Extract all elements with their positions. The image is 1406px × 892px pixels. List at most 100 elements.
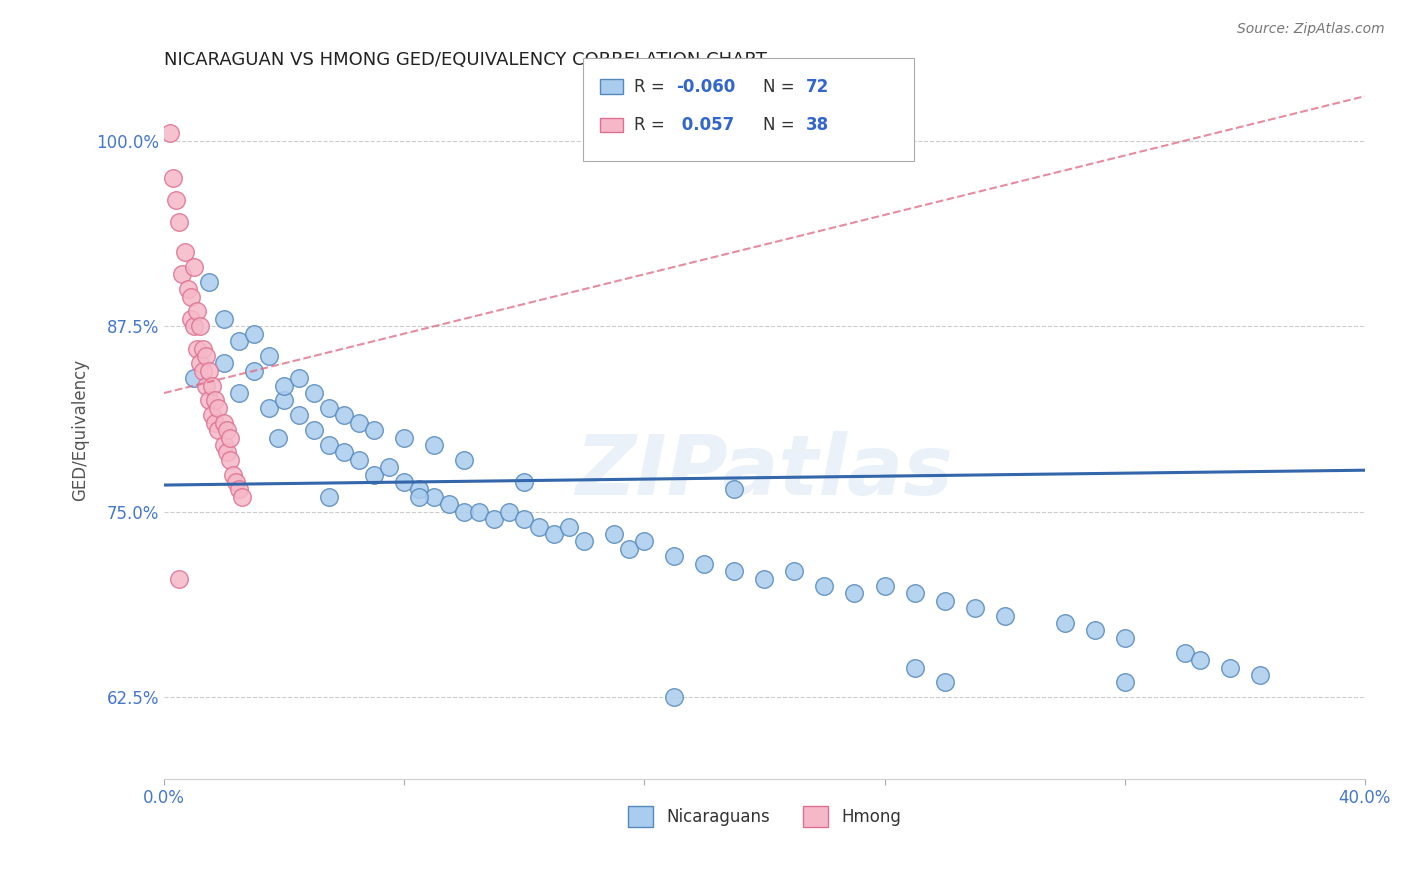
Point — [212, 311, 235, 326]
Text: R =: R = — [634, 78, 671, 95]
Text: NICARAGUAN VS HMONG GED/EQUIVALENCY CORRELATION CHART: NICARAGUAN VS HMONG GED/EQUIVALENCY CORR… — [165, 51, 766, 69]
Point — [347, 452, 370, 467]
Point — [318, 490, 340, 504]
Point — [201, 409, 224, 423]
Point — [204, 393, 226, 408]
Point — [219, 431, 242, 445]
Point — [273, 378, 295, 392]
Point — [191, 364, 214, 378]
Point — [619, 541, 641, 556]
Point — [333, 409, 356, 423]
Point — [693, 557, 716, 571]
Point — [363, 423, 385, 437]
Point — [513, 512, 536, 526]
Text: 0.057: 0.057 — [676, 116, 734, 134]
Point — [543, 527, 565, 541]
Point — [993, 608, 1015, 623]
Point — [212, 356, 235, 370]
Text: ZIPatlas: ZIPatlas — [575, 432, 953, 513]
Point — [318, 438, 340, 452]
Point — [243, 364, 266, 378]
Text: R =: R = — [634, 116, 671, 134]
Point — [167, 572, 190, 586]
Point — [195, 349, 218, 363]
Point — [423, 490, 446, 504]
Point — [162, 170, 184, 185]
Point — [198, 275, 221, 289]
Point — [231, 490, 253, 504]
Point — [302, 386, 325, 401]
Point — [378, 460, 401, 475]
Point — [529, 519, 551, 533]
Point — [558, 519, 581, 533]
Point — [183, 371, 205, 385]
Point — [873, 579, 896, 593]
Point — [186, 304, 208, 318]
Point — [159, 126, 181, 140]
Point — [1084, 624, 1107, 638]
Point — [318, 401, 340, 415]
Point — [723, 564, 745, 578]
Point — [204, 416, 226, 430]
Point — [1053, 616, 1076, 631]
Point — [217, 423, 239, 437]
Point — [302, 423, 325, 437]
Point — [207, 423, 229, 437]
Text: 38: 38 — [806, 116, 828, 134]
Point — [198, 393, 221, 408]
Point — [201, 378, 224, 392]
Point — [1114, 631, 1136, 645]
Point — [844, 586, 866, 600]
Point — [423, 438, 446, 452]
Point — [198, 364, 221, 378]
Legend: Nicaraguans, Hmong: Nicaraguans, Hmong — [621, 800, 908, 833]
Point — [934, 675, 956, 690]
Point — [934, 594, 956, 608]
Point — [273, 393, 295, 408]
Point — [188, 319, 211, 334]
Text: N =: N = — [763, 116, 800, 134]
Point — [363, 467, 385, 482]
Point — [513, 475, 536, 489]
Point — [1188, 653, 1211, 667]
Point — [267, 431, 290, 445]
Point — [288, 371, 311, 385]
Point — [453, 452, 475, 467]
Point — [165, 193, 187, 207]
Point — [1114, 675, 1136, 690]
Point — [408, 490, 430, 504]
Point — [180, 289, 202, 303]
Point — [167, 215, 190, 229]
Point — [222, 467, 245, 482]
Text: 72: 72 — [806, 78, 830, 95]
Point — [217, 445, 239, 459]
Point — [723, 483, 745, 497]
Point — [903, 586, 925, 600]
Text: -0.060: -0.060 — [676, 78, 735, 95]
Point — [813, 579, 835, 593]
Point — [183, 260, 205, 274]
Point — [963, 601, 986, 615]
Point — [1249, 668, 1271, 682]
Point — [392, 475, 415, 489]
Point — [574, 534, 596, 549]
Point — [225, 475, 247, 489]
Point — [903, 660, 925, 674]
Point — [195, 378, 218, 392]
Point — [191, 342, 214, 356]
Text: N =: N = — [763, 78, 800, 95]
Point — [186, 342, 208, 356]
Point — [347, 416, 370, 430]
Point — [468, 505, 491, 519]
Point — [212, 416, 235, 430]
Point — [257, 401, 280, 415]
Point — [228, 334, 250, 348]
Point — [439, 497, 461, 511]
Point — [603, 527, 626, 541]
Point — [1219, 660, 1241, 674]
Point — [392, 431, 415, 445]
Point — [333, 445, 356, 459]
Point — [170, 268, 193, 282]
Point — [783, 564, 806, 578]
Point — [177, 282, 200, 296]
